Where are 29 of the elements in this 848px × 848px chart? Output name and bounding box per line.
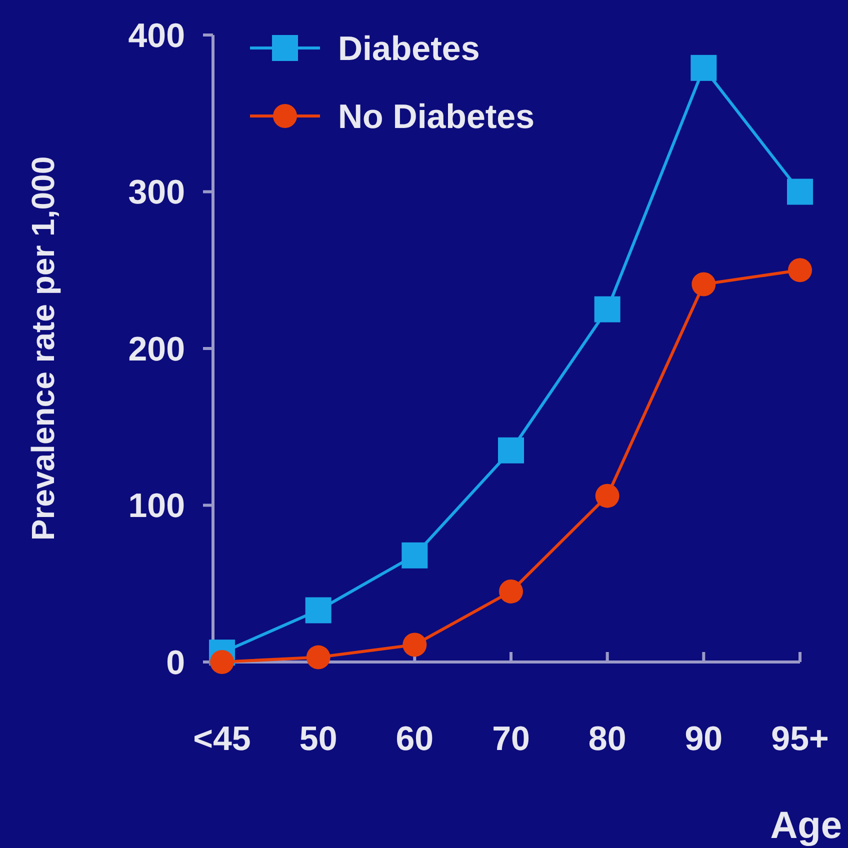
y-tick-label: 200 [128, 330, 185, 368]
y-tick-label: 100 [128, 487, 185, 526]
x-tick-label: 60 [396, 720, 434, 758]
point [498, 437, 524, 464]
x-tick-label: 70 [492, 720, 530, 758]
legend-label: No Diabetes [338, 98, 534, 136]
point [305, 597, 332, 624]
y-tick-label: 300 [128, 174, 185, 212]
x-tick-label: <45 [193, 720, 251, 758]
y-tick-label: 400 [128, 16, 185, 55]
point [594, 296, 620, 322]
legend-label: Diabetes [338, 30, 480, 68]
point [499, 579, 523, 604]
point [787, 178, 813, 205]
point [306, 645, 330, 670]
y-axis-title: Prevalence rate per 1,000 [25, 156, 61, 541]
x-tick-label: 90 [684, 720, 723, 758]
x-tick-label: 50 [299, 720, 338, 758]
y-tick-label: 0 [166, 644, 185, 682]
point [595, 484, 620, 508]
point [692, 272, 716, 296]
x-tick-label: 80 [588, 720, 626, 758]
point [210, 650, 234, 674]
x-axis-title: Age [770, 805, 842, 847]
point [788, 258, 812, 282]
x-tick-label: 95+ [771, 720, 829, 758]
point [690, 54, 717, 81]
point [402, 542, 428, 568]
point [402, 632, 427, 657]
